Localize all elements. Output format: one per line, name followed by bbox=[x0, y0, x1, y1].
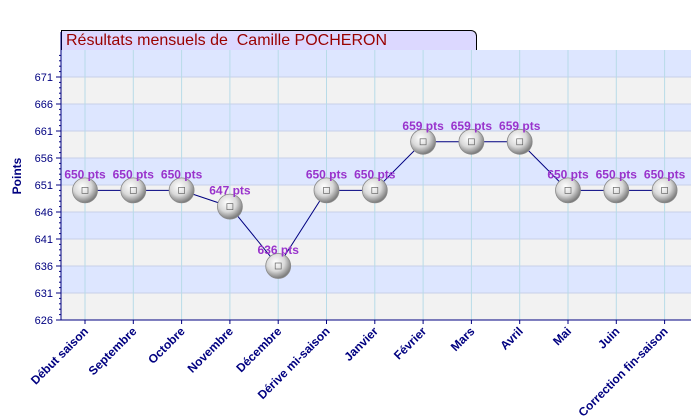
data-label: 636 pts bbox=[258, 243, 300, 257]
x-tick-label: Juin bbox=[595, 324, 622, 351]
x-tick-label: Décembre bbox=[233, 324, 284, 375]
y-tick-label: 636 bbox=[35, 261, 53, 273]
plot-band bbox=[61, 212, 691, 239]
plot-band bbox=[61, 293, 691, 320]
data-label: 659 pts bbox=[499, 119, 541, 133]
point-emblem bbox=[419, 138, 427, 146]
data-label: 647 pts bbox=[209, 184, 251, 198]
data-point bbox=[265, 253, 292, 279]
data-points bbox=[72, 128, 678, 279]
plot-band bbox=[61, 104, 691, 131]
data-label: 659 pts bbox=[402, 119, 444, 133]
data-point bbox=[120, 177, 147, 204]
data-point bbox=[651, 177, 678, 204]
data-label: 650 pts bbox=[354, 167, 396, 181]
data-point bbox=[506, 128, 533, 155]
x-tick-label: Mars bbox=[448, 324, 478, 354]
data-labels: 650 pts 650 pts 650 pts 647 pts 636 pts 650 p… bbox=[64, 119, 685, 257]
data-point bbox=[555, 177, 581, 204]
x-tick-label: Correction fin-saison bbox=[575, 324, 670, 419]
point-emblem bbox=[468, 138, 475, 146]
data-label: 659 pts bbox=[451, 119, 493, 133]
x-tick-label: Novembre bbox=[185, 324, 237, 376]
chart-title: Résultats mensuels de Camille POCHERON bbox=[61, 30, 477, 50]
y-tick-label: 656 bbox=[35, 153, 53, 165]
point-emblem bbox=[371, 187, 379, 194]
x-tick-label: Avril bbox=[497, 324, 525, 352]
point-emblem bbox=[274, 262, 282, 270]
data-label: 650 pts bbox=[306, 167, 348, 181]
point-emblem bbox=[661, 187, 668, 194]
y-axis-ticks: 626 631 636 641 646 651 656 661 666 671 bbox=[35, 54, 61, 327]
data-point bbox=[168, 177, 195, 204]
y-tick-label: 641 bbox=[35, 234, 53, 246]
y-axis-label: Points bbox=[10, 157, 24, 194]
y-tick-label: 651 bbox=[35, 180, 53, 192]
point-emblem bbox=[129, 187, 137, 194]
x-tick-label: Octobre bbox=[145, 324, 188, 367]
x-tick-label: Janvier bbox=[341, 324, 381, 364]
data-label: 650 pts bbox=[596, 167, 638, 181]
x-tick-label: Septembre bbox=[86, 324, 140, 378]
point-emblem bbox=[226, 203, 234, 210]
x-tick-label: Mai bbox=[550, 324, 574, 348]
y-tick-label: 661 bbox=[35, 126, 53, 138]
x-tick-label: Début saison bbox=[28, 324, 91, 387]
y-tick-label: 646 bbox=[35, 207, 53, 219]
axes bbox=[60, 32, 691, 321]
plot-band bbox=[61, 77, 691, 104]
y-tick-label: 666 bbox=[35, 99, 53, 111]
data-point bbox=[458, 128, 485, 155]
point-emblem bbox=[612, 187, 620, 194]
point-emblem bbox=[178, 187, 185, 194]
data-point bbox=[72, 177, 98, 204]
data-label: 650 pts bbox=[161, 167, 203, 181]
data-point bbox=[361, 177, 388, 204]
plot-band bbox=[61, 239, 691, 266]
data-point bbox=[603, 177, 630, 204]
data-label: 650 pts bbox=[113, 167, 155, 181]
data-label: 650 pts bbox=[547, 167, 589, 181]
data-label: 650 pts bbox=[644, 167, 686, 181]
point-emblem bbox=[323, 187, 330, 194]
y-tick-label: 671 bbox=[35, 72, 53, 84]
y-tick-label: 626 bbox=[35, 315, 53, 327]
plot-band bbox=[61, 266, 691, 293]
data-point bbox=[313, 177, 340, 204]
y-tick-label: 631 bbox=[35, 288, 53, 300]
data-point bbox=[410, 128, 437, 155]
point-emblem bbox=[81, 187, 89, 194]
point-emblem bbox=[564, 187, 572, 194]
plot-band bbox=[61, 50, 691, 77]
point-emblem bbox=[516, 138, 524, 146]
data-point bbox=[216, 193, 243, 220]
plot-band bbox=[61, 131, 691, 158]
data-label: 650 pts bbox=[64, 167, 106, 181]
x-tick-label: Février bbox=[391, 324, 429, 362]
